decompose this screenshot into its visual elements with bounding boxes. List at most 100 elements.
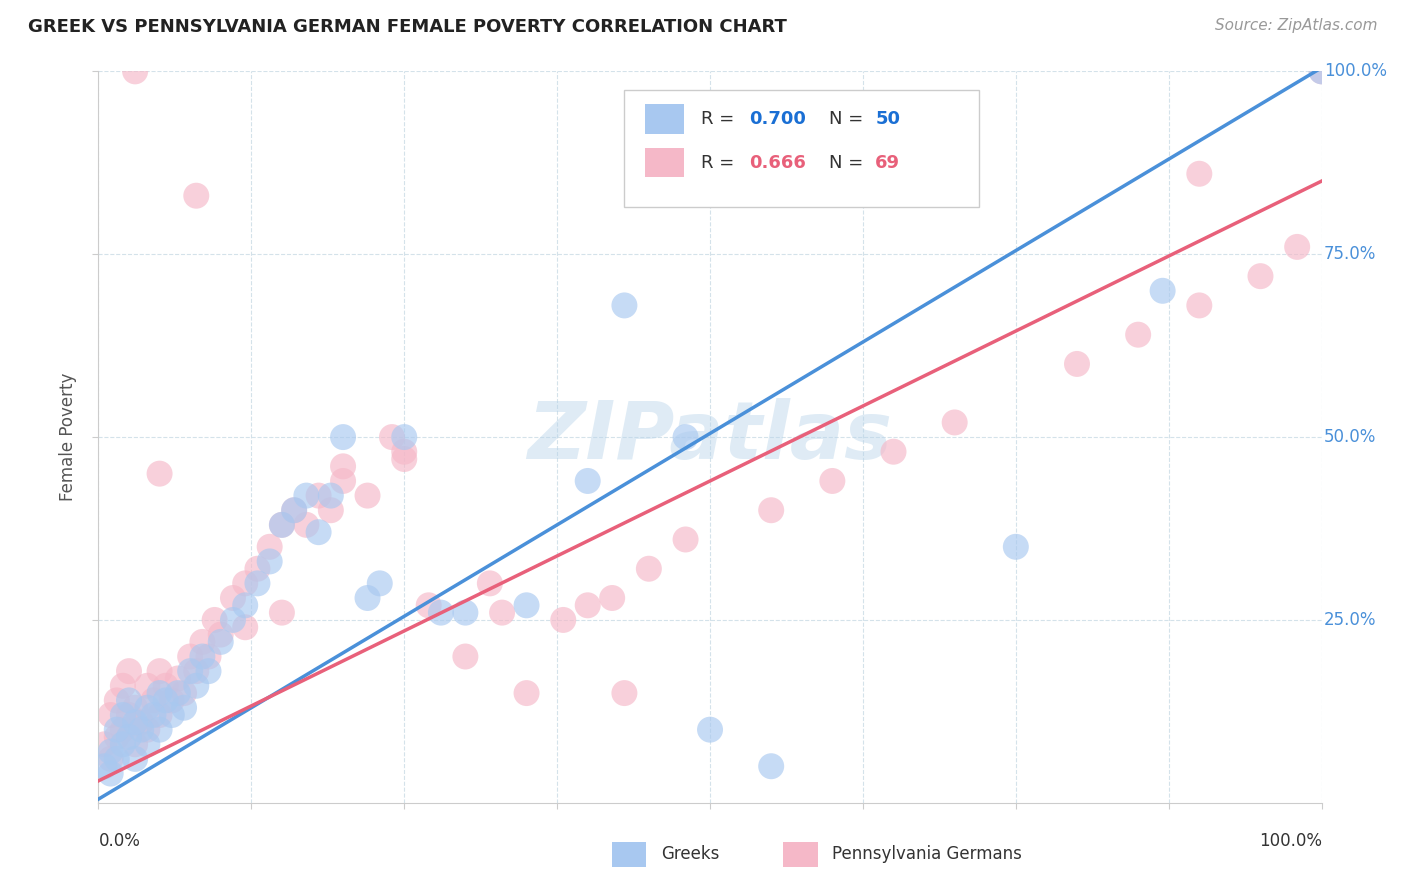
Point (675, 533, 697, 547)
Point (100, 766, 122, 780)
Point (613, 686, 636, 700)
Point (381, 430, 404, 444)
Text: N =: N = (828, 110, 869, 128)
Text: N =: N = (828, 153, 869, 172)
FancyBboxPatch shape (624, 90, 979, 207)
Point (356, 591, 378, 605)
Point (430, 606, 453, 620)
Y-axis label: Female Poverty: Female Poverty (59, 373, 77, 501)
Point (392, 430, 416, 444)
Point (259, 540, 281, 554)
Point (111, 708, 134, 723)
Point (105, 723, 128, 737)
Point (142, 693, 165, 707)
Point (259, 554, 281, 568)
Point (191, 635, 214, 649)
Point (111, 723, 134, 737)
Point (197, 649, 219, 664)
Point (222, 591, 245, 605)
Text: 0.0%: 0.0% (98, 832, 141, 850)
Point (283, 503, 305, 517)
Point (124, 715, 146, 730)
Point (246, 562, 269, 576)
Point (392, 452, 416, 467)
Point (761, 759, 783, 773)
Point (454, 606, 477, 620)
Point (1004, 540, 1026, 554)
Point (637, 562, 661, 576)
Point (209, 627, 232, 641)
Point (197, 664, 219, 678)
Point (613, 298, 636, 312)
Point (1249, 269, 1271, 284)
Point (332, 474, 354, 488)
Point (149, 723, 172, 737)
Point (1188, 298, 1211, 312)
Point (418, 599, 440, 613)
Point (515, 686, 537, 700)
Point (124, 752, 146, 766)
Point (155, 693, 177, 707)
Text: Greeks: Greeks (661, 845, 720, 863)
Point (821, 474, 844, 488)
Point (600, 591, 623, 605)
Bar (645, 148, 685, 178)
Point (295, 517, 318, 532)
Text: 0.700: 0.700 (749, 110, 806, 128)
Text: 50.0%: 50.0% (1324, 428, 1376, 446)
Point (149, 708, 172, 723)
Point (105, 752, 128, 766)
Point (136, 723, 159, 737)
Point (368, 576, 391, 591)
Point (118, 708, 141, 723)
Point (576, 599, 599, 613)
Point (222, 613, 245, 627)
Point (332, 430, 354, 444)
Point (308, 489, 330, 503)
Text: 100.0%: 100.0% (1258, 832, 1322, 850)
Text: 25.0%: 25.0% (1324, 611, 1376, 629)
Text: Pennsylvania Germans: Pennsylvania Germans (832, 845, 1022, 863)
Bar (612, 841, 647, 867)
Point (149, 664, 172, 678)
Point (173, 700, 195, 714)
Point (173, 686, 195, 700)
Point (124, 700, 146, 714)
Text: Source: ZipAtlas.com: Source: ZipAtlas.com (1215, 18, 1378, 33)
Text: 0.666: 0.666 (749, 153, 806, 172)
Bar (645, 104, 685, 134)
Point (246, 576, 269, 591)
Point (186, 679, 208, 693)
Point (129, 715, 152, 730)
Point (761, 503, 783, 517)
Point (191, 649, 214, 664)
Point (111, 737, 134, 751)
Point (576, 474, 599, 488)
Point (699, 723, 721, 737)
Point (1286, 240, 1309, 254)
Point (308, 525, 330, 540)
Point (478, 576, 501, 591)
Point (118, 693, 141, 707)
Point (1310, 64, 1333, 78)
Text: 75.0%: 75.0% (1324, 245, 1376, 263)
Point (111, 679, 134, 693)
Bar (783, 841, 818, 867)
Point (186, 664, 208, 678)
Point (100, 752, 122, 766)
Point (100, 745, 122, 759)
Point (1128, 327, 1150, 342)
Point (105, 730, 128, 744)
Point (118, 664, 141, 678)
Point (136, 737, 159, 751)
Point (149, 686, 172, 700)
Point (167, 686, 190, 700)
Point (179, 649, 201, 664)
Point (1188, 167, 1211, 181)
Point (356, 489, 378, 503)
Point (332, 459, 354, 474)
Point (270, 517, 294, 532)
Point (553, 613, 575, 627)
Text: 100.0%: 100.0% (1324, 62, 1388, 80)
Point (160, 693, 183, 707)
